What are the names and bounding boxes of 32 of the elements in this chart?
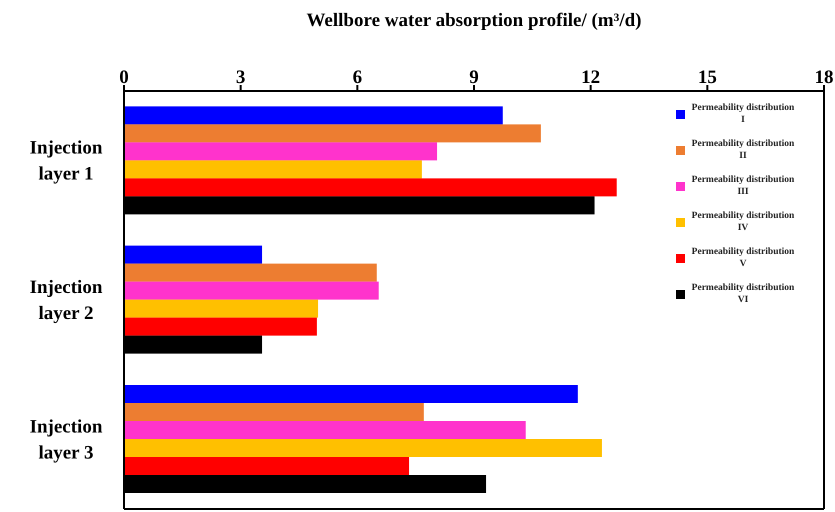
y-tick-label: Injection layer 2	[30, 277, 103, 324]
bar	[124, 438, 602, 457]
legend-label: Permeability distribution I	[691, 102, 795, 126]
x-tick-label: 0	[119, 67, 129, 88]
bar	[124, 264, 377, 282]
bar	[124, 456, 410, 475]
x-tick-label: 6	[352, 67, 362, 88]
x-tick-label: 18	[814, 67, 834, 88]
bar	[124, 178, 617, 196]
legend-label: Permeability distribution V	[691, 246, 795, 270]
x-tick-label: 15	[698, 67, 717, 88]
bar	[124, 420, 526, 439]
bar	[124, 106, 503, 124]
x-axis-title: Wellbore water absorption profile/ (m³/d)	[306, 10, 642, 31]
bar	[124, 124, 541, 142]
legend-label: Permeability distribution IV	[691, 210, 795, 234]
x-tick-label: 12	[581, 67, 600, 88]
x-tick-label: 3	[236, 67, 246, 88]
legend-label: Permeability distribution VI	[691, 282, 795, 306]
y-tick-label: Injection layer 1	[30, 138, 103, 185]
bar	[124, 318, 317, 336]
bar	[124, 160, 422, 178]
legend-label: Permeability distribution II	[691, 138, 795, 162]
bar	[124, 246, 262, 264]
bar	[124, 300, 318, 318]
y-tick-label: Injection layer 3	[30, 416, 103, 464]
bar	[124, 142, 438, 160]
bar	[124, 402, 424, 421]
bar	[124, 282, 379, 300]
legend-label: Permeability distribution III	[691, 174, 795, 198]
bar	[124, 384, 578, 403]
x-tick-label: 9	[469, 67, 479, 88]
